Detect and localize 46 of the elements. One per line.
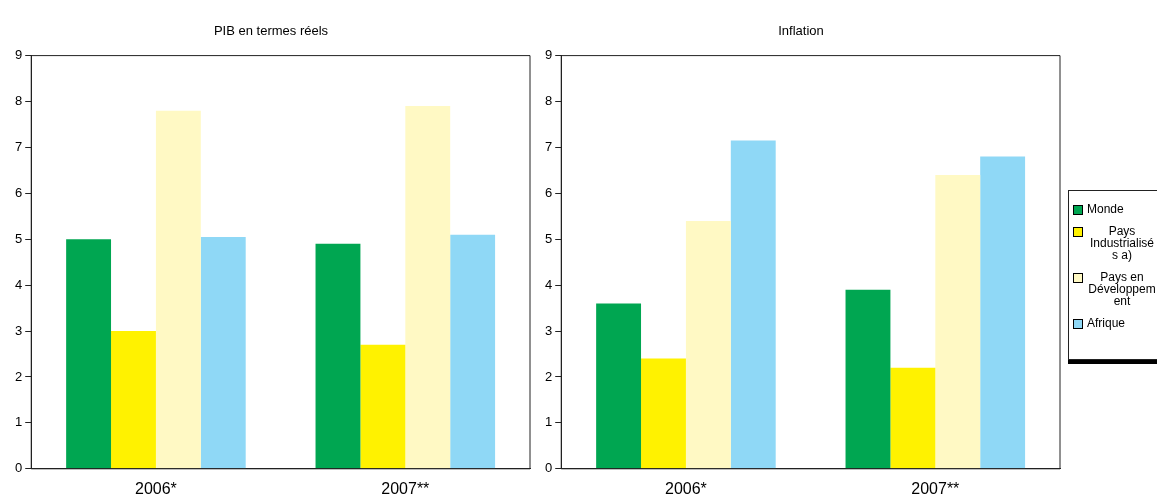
y-tick-label: 6 bbox=[15, 184, 23, 200]
x-tick-label: 2006* bbox=[665, 479, 707, 497]
bar bbox=[730, 140, 776, 469]
y-tick-label: 6 bbox=[545, 184, 553, 200]
bar bbox=[450, 234, 496, 469]
y-tick-label: 2 bbox=[545, 368, 553, 384]
y-tick-label: 4 bbox=[545, 276, 553, 292]
bar bbox=[935, 174, 981, 469]
x-tick-label: 2007** bbox=[911, 479, 960, 497]
x-tick-label: 2007** bbox=[381, 479, 430, 497]
y-tick-label: 0 bbox=[545, 460, 553, 476]
chart-title: Inflation bbox=[778, 23, 824, 39]
bar bbox=[200, 236, 246, 469]
y-tick-label: 9 bbox=[15, 47, 23, 63]
legend-label: Monde bbox=[1087, 202, 1124, 216]
y-tick-label: 5 bbox=[15, 230, 23, 246]
legend-label: Pays Industrialisés a) bbox=[1089, 224, 1155, 262]
y-tick-label: 8 bbox=[545, 93, 553, 109]
y-tick-label: 8 bbox=[15, 93, 23, 109]
bar bbox=[845, 289, 891, 469]
y-tick-label: 3 bbox=[15, 322, 23, 338]
legend-label: Pays en Développement bbox=[1087, 270, 1157, 308]
x-tick-label: 2006* bbox=[135, 479, 177, 497]
y-tick-label: 7 bbox=[15, 139, 23, 154]
bar bbox=[111, 331, 156, 469]
bar bbox=[685, 220, 731, 469]
y-tick-label: 3 bbox=[545, 322, 553, 338]
bar bbox=[155, 110, 201, 469]
y-tick-label: 9 bbox=[545, 47, 553, 63]
bar bbox=[405, 106, 451, 469]
y-tick-label: 5 bbox=[545, 230, 553, 246]
y-tick-label: 1 bbox=[545, 414, 553, 430]
bar bbox=[890, 367, 936, 469]
bar bbox=[596, 303, 642, 469]
bar bbox=[641, 358, 686, 469]
legend-label: Afrique bbox=[1087, 316, 1126, 330]
y-tick-label: 2 bbox=[15, 368, 23, 384]
chart-title: PIB en termes réels bbox=[213, 23, 329, 39]
bar bbox=[315, 243, 361, 469]
y-tick-label: 7 bbox=[545, 139, 553, 154]
bar bbox=[980, 156, 1026, 469]
bar bbox=[360, 344, 406, 469]
bar bbox=[66, 239, 112, 469]
y-tick-label: 0 bbox=[15, 460, 23, 476]
y-tick-label: 4 bbox=[15, 276, 23, 292]
y-tick-label: 1 bbox=[15, 414, 23, 430]
